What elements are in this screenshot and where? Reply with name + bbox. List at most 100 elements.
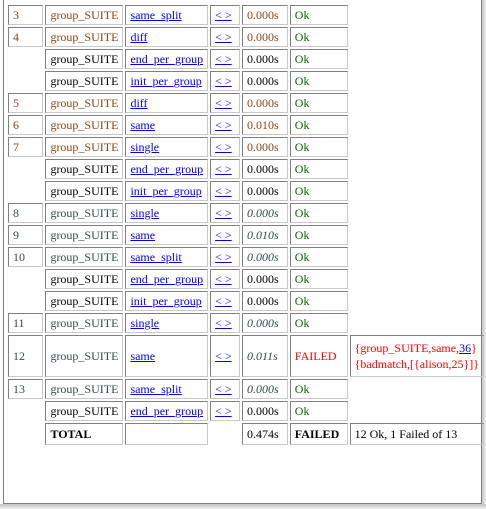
result-status: Ok	[289, 5, 348, 25]
total-summary: 12 Ok, 1 Failed of 13	[349, 423, 484, 445]
testcase-link[interactable]: init_per_group	[130, 73, 202, 88]
total-time: 0.474s	[241, 423, 288, 445]
result-status: Ok	[289, 313, 348, 333]
result-status: FAILED	[289, 335, 348, 377]
elapsed-time: 0.011s	[241, 335, 288, 377]
testcase-link[interactable]: end_per_group	[130, 161, 204, 176]
row-number-empty	[8, 291, 43, 311]
table-row: group_SUITE end_per_group < > 0.000s Ok	[8, 159, 484, 179]
nav-link[interactable]: < >	[215, 205, 232, 220]
nav-link[interactable]: < >	[215, 183, 232, 198]
elapsed-time: 0.000s	[241, 203, 288, 223]
suite-name: group_SUITE	[45, 247, 124, 267]
failure-line-link[interactable]: 36	[459, 341, 472, 355]
result-status: Ok	[289, 49, 348, 69]
elapsed-time: 0.000s	[241, 5, 288, 25]
testcase-link[interactable]: same	[130, 117, 156, 132]
nav-link[interactable]: < >	[215, 403, 232, 418]
testcase-link[interactable]: same	[130, 227, 156, 242]
suite-name: group_SUITE	[45, 93, 124, 113]
elapsed-time: 0.000s	[241, 291, 288, 311]
message-empty	[350, 269, 484, 289]
table-row: group_SUITE init_per_group < > 0.000s Ok	[8, 181, 484, 201]
failure-message-close: }	[471, 341, 477, 355]
nav-link[interactable]: < >	[215, 249, 232, 264]
result-status: Ok	[289, 159, 348, 179]
testcase-link[interactable]: diff	[130, 95, 148, 110]
suite-name: group_SUITE	[45, 181, 124, 201]
testcase-link[interactable]: single	[130, 205, 160, 220]
testcase-link[interactable]: init_per_group	[130, 183, 202, 198]
testcase-link[interactable]: same_split	[130, 381, 182, 396]
message-empty	[350, 5, 484, 25]
message-empty	[350, 115, 484, 135]
result-status: Ok	[289, 71, 348, 91]
row-number: 6	[8, 115, 44, 135]
testcase-link[interactable]: end_per_group	[130, 403, 204, 418]
table-row: 9 group_SUITE same < > 0.010s Ok	[8, 225, 484, 245]
nav-link[interactable]: < >	[215, 161, 232, 176]
total-result: FAILED	[289, 423, 348, 445]
suite-name: group_SUITE	[45, 335, 124, 377]
testcase-link[interactable]: init_per_group	[130, 293, 202, 308]
nav-link[interactable]: < >	[215, 117, 232, 132]
row-number-empty	[8, 401, 43, 421]
table-row: 7 group_SUITE single < > 0.000s Ok	[8, 137, 484, 157]
nav-link[interactable]: < >	[215, 381, 232, 396]
nav-link[interactable]: < >	[215, 348, 232, 363]
nav-link[interactable]: < >	[215, 95, 232, 110]
nav-link[interactable]: < >	[215, 293, 232, 308]
message-empty	[350, 137, 484, 157]
nav-link[interactable]: < >	[215, 51, 232, 66]
table-row: 8 group_SUITE single < > 0.000s Ok	[8, 203, 484, 223]
row-number: 9	[8, 225, 44, 245]
testcase-link[interactable]: same	[130, 348, 156, 363]
nav-link[interactable]: < >	[215, 73, 232, 88]
row-number-empty	[8, 269, 43, 289]
testcase-link[interactable]: end_per_group	[130, 51, 204, 66]
message-empty	[350, 401, 484, 421]
suite-name: group_SUITE	[45, 49, 124, 69]
nav-link[interactable]: < >	[215, 227, 232, 242]
result-status: Ok	[289, 137, 348, 157]
table-row: 6 group_SUITE same < > 0.010s Ok	[8, 115, 484, 135]
table-row: group_SUITE end_per_group < > 0.000s Ok	[8, 401, 484, 421]
table-row-failed: 12 group_SUITE same < > 0.011s FAILED {g…	[8, 335, 484, 377]
row-number: 12	[8, 335, 44, 377]
result-status: Ok	[289, 93, 348, 113]
result-status: Ok	[289, 181, 348, 201]
nav-link[interactable]: < >	[215, 271, 232, 286]
suite-name: group_SUITE	[45, 269, 124, 289]
testcase-link[interactable]: same_split	[130, 249, 182, 264]
result-status: Ok	[289, 379, 348, 399]
testcase-link[interactable]: single	[130, 139, 160, 154]
result-status: Ok	[289, 203, 348, 223]
failure-message: {group_SUITE,same,36} {badmatch,[{alison…	[349, 335, 484, 377]
testcase-link[interactable]: single	[130, 315, 160, 330]
table-row: group_SUITE init_per_group < > 0.000s Ok	[8, 291, 484, 311]
window-shadow-right	[482, 0, 486, 509]
failed-row-group: 12 group_SUITE same < > 0.011s FAILED {g…	[8, 335, 484, 377]
testcase-link[interactable]: diff	[130, 29, 148, 44]
nav-link[interactable]: < >	[215, 315, 232, 330]
table-row: group_SUITE end_per_group < > 0.000s Ok	[8, 49, 484, 69]
message-empty	[350, 203, 484, 223]
row-number: 7	[8, 137, 44, 157]
elapsed-time: 0.000s	[241, 379, 288, 399]
nav-link[interactable]: < >	[215, 29, 232, 44]
nav-link[interactable]: < >	[215, 139, 232, 154]
result-status: Ok	[289, 269, 348, 289]
suite-name: group_SUITE	[45, 203, 124, 223]
elapsed-time: 0.000s	[241, 181, 288, 201]
failure-reason: {badmatch,[{alison,25}]}	[354, 357, 479, 371]
nav-link[interactable]: < >	[215, 7, 232, 22]
suite-name: group_SUITE	[45, 27, 124, 47]
elapsed-time: 0.000s	[241, 247, 288, 267]
elapsed-time: 0.000s	[241, 159, 288, 179]
elapsed-time: 0.000s	[241, 401, 288, 421]
table-row: 10 group_SUITE same_split < > 0.000s Ok	[8, 247, 484, 267]
suite-name: group_SUITE	[45, 379, 124, 399]
testcase-link[interactable]: same_split	[130, 7, 182, 22]
result-status: Ok	[289, 247, 348, 267]
testcase-link[interactable]: end_per_group	[130, 271, 204, 286]
